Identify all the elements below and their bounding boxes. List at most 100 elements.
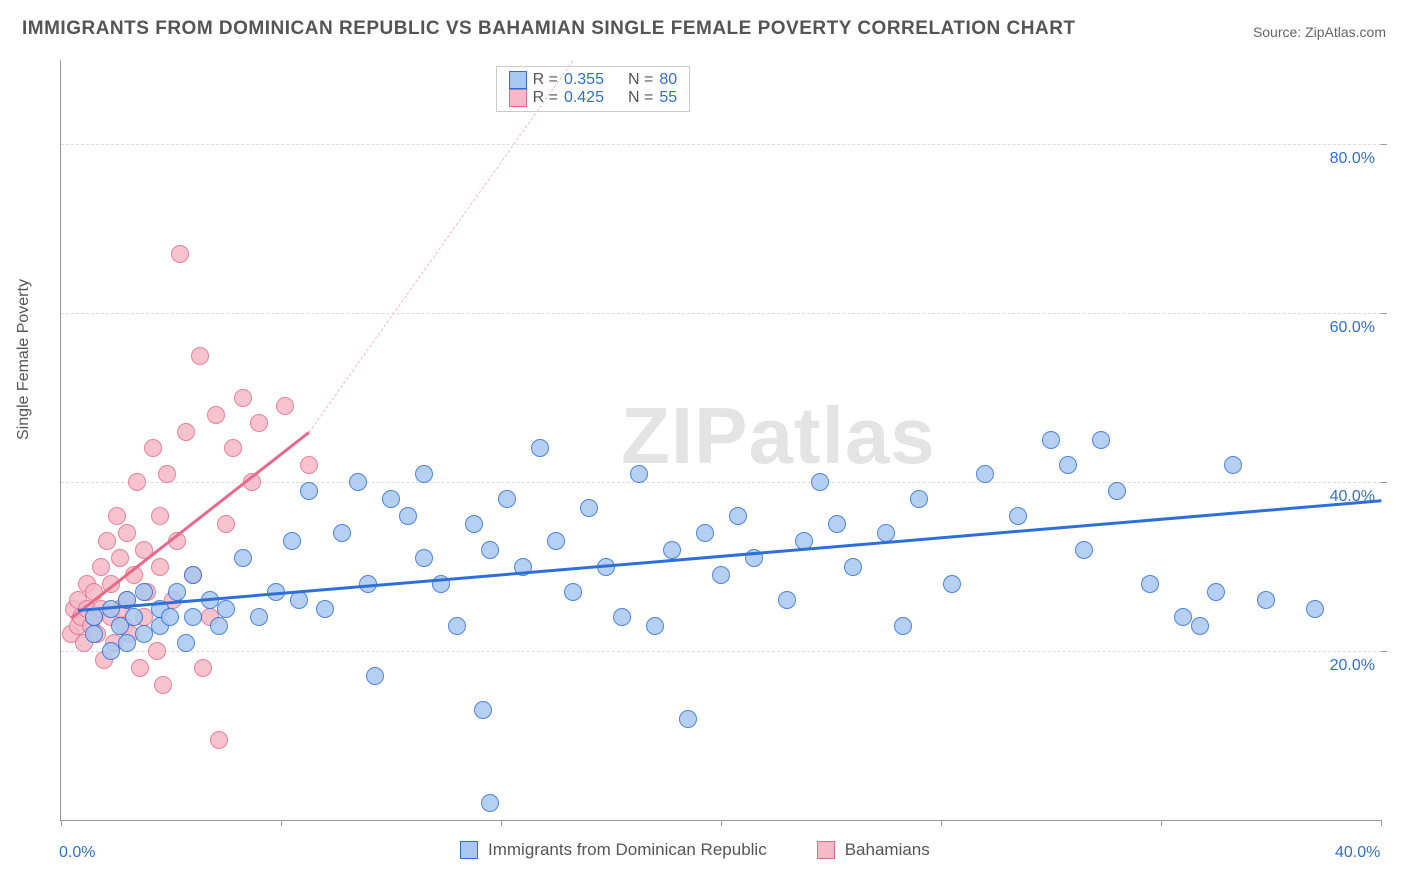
data-point xyxy=(98,532,116,550)
data-point xyxy=(630,465,648,483)
data-point xyxy=(844,558,862,576)
data-point xyxy=(448,617,466,635)
data-point xyxy=(171,245,189,263)
data-point xyxy=(151,558,169,576)
legend-swatch-blue xyxy=(509,71,527,89)
data-point xyxy=(217,515,235,533)
data-point xyxy=(1191,617,1209,635)
data-point xyxy=(316,600,334,618)
data-point xyxy=(194,659,212,677)
data-point xyxy=(943,575,961,593)
legend-row: R =0.425N =55 xyxy=(509,89,678,107)
data-point xyxy=(778,591,796,609)
data-point xyxy=(1174,608,1192,626)
y-tick-label: 60.0% xyxy=(1330,319,1375,337)
x-tick xyxy=(501,820,502,826)
data-point xyxy=(177,634,195,652)
y-tick xyxy=(1381,313,1387,314)
x-tick-label: 0.0% xyxy=(59,844,95,862)
gridline xyxy=(61,144,1381,145)
data-point xyxy=(135,583,153,601)
data-point xyxy=(158,465,176,483)
data-point xyxy=(92,558,110,576)
data-point xyxy=(366,667,384,685)
data-point xyxy=(184,608,202,626)
data-point xyxy=(177,423,195,441)
data-point xyxy=(1141,575,1159,593)
data-point xyxy=(498,490,516,508)
data-point xyxy=(1059,456,1077,474)
data-point xyxy=(148,642,166,660)
data-point xyxy=(663,541,681,559)
data-point xyxy=(531,439,549,457)
data-point xyxy=(184,566,202,584)
r-value: 0.355 xyxy=(564,71,604,89)
data-point xyxy=(118,524,136,542)
data-point xyxy=(679,710,697,728)
data-point xyxy=(910,490,928,508)
gridline xyxy=(61,313,1381,314)
gridline xyxy=(61,651,1381,652)
data-point xyxy=(125,608,143,626)
data-point xyxy=(564,583,582,601)
data-point xyxy=(118,634,136,652)
data-point xyxy=(613,608,631,626)
data-point xyxy=(210,731,228,749)
data-point xyxy=(474,701,492,719)
trend-line xyxy=(308,60,573,432)
data-point xyxy=(85,625,103,643)
data-point xyxy=(1075,541,1093,559)
data-point xyxy=(1207,583,1225,601)
data-point xyxy=(646,617,664,635)
data-point xyxy=(135,625,153,643)
data-point xyxy=(300,482,318,500)
data-point xyxy=(696,524,714,542)
data-point xyxy=(399,507,417,525)
data-point xyxy=(580,499,598,517)
legend-label-pink: Bahamians xyxy=(845,840,930,860)
data-point xyxy=(877,524,895,542)
data-point xyxy=(234,549,252,567)
data-point xyxy=(894,617,912,635)
data-point xyxy=(210,617,228,635)
data-point xyxy=(547,532,565,550)
data-point xyxy=(1108,482,1126,500)
data-point xyxy=(415,465,433,483)
data-point xyxy=(729,507,747,525)
y-axis-label: Single Female Poverty xyxy=(15,279,33,440)
scatter-plot: ZIPatlas 20.0%40.0%60.0%80.0%0.0%40.0% xyxy=(60,60,1381,821)
data-point xyxy=(131,659,149,677)
data-point xyxy=(207,406,225,424)
data-point xyxy=(154,676,172,694)
n-label: N = xyxy=(628,89,653,107)
data-point xyxy=(191,347,209,365)
data-point xyxy=(217,600,235,618)
chart-title: IMMIGRANTS FROM DOMINICAN REPUBLIC VS BA… xyxy=(22,18,1076,40)
data-point xyxy=(290,591,308,609)
x-tick xyxy=(941,820,942,826)
y-tick xyxy=(1381,651,1387,652)
data-point xyxy=(1009,507,1027,525)
data-point xyxy=(144,439,162,457)
data-point xyxy=(1306,600,1324,618)
legend-row: R =0.355N =80 xyxy=(509,71,678,89)
y-tick-label: 80.0% xyxy=(1330,150,1375,168)
legend-swatch-pink xyxy=(817,841,835,859)
legend-swatch-blue xyxy=(460,841,478,859)
correlation-legend: R =0.355N =80R =0.425N =55 xyxy=(496,66,691,112)
y-tick xyxy=(1381,144,1387,145)
y-tick xyxy=(1381,482,1387,483)
x-tick xyxy=(1161,820,1162,826)
data-point xyxy=(250,608,268,626)
watermark: ZIPatlas xyxy=(621,390,936,482)
n-label: N = xyxy=(628,71,653,89)
x-tick xyxy=(721,820,722,826)
data-point xyxy=(712,566,730,584)
data-point xyxy=(224,439,242,457)
x-tick xyxy=(61,820,62,826)
n-value: 80 xyxy=(659,71,677,89)
data-point xyxy=(161,608,179,626)
data-point xyxy=(333,524,351,542)
data-point xyxy=(234,389,252,407)
data-point xyxy=(1092,431,1110,449)
